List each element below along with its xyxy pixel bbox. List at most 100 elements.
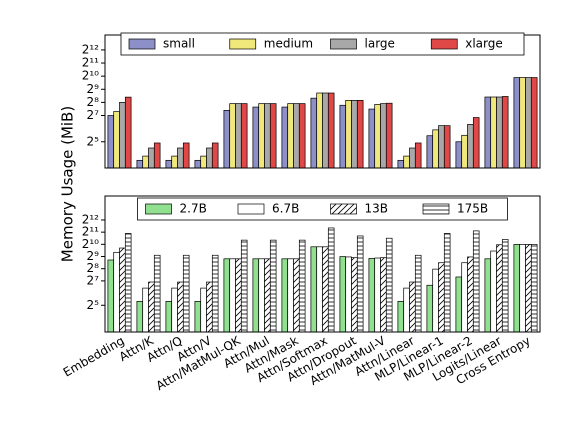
y-axis-label: Memory Usage (MiB) [59,106,77,262]
bar [414,254,422,333]
bar [461,134,468,169]
bar [374,257,381,333]
bar [269,103,277,169]
bar [322,246,329,333]
bar [513,244,521,333]
bar [322,92,329,169]
legend-box [137,197,508,221]
legend-swatch [330,203,357,215]
bar [229,258,236,333]
bar [467,256,474,333]
bar [113,251,120,333]
bar [356,235,364,333]
bar [339,256,347,333]
bar [443,125,451,169]
bar [461,262,468,333]
bar [490,96,497,169]
legend-swatch [229,38,257,50]
bar [229,103,236,169]
bar [310,246,318,333]
bar [490,250,497,333]
bar [252,106,260,169]
bar [252,258,260,333]
bar [368,258,376,333]
y-tick-label: 2⁵ [87,134,100,148]
bar [165,159,173,169]
bar [438,125,445,169]
bar [351,257,358,333]
bar [432,129,439,169]
bar [107,259,115,333]
bar [223,258,231,333]
bar [298,239,306,333]
bar [171,287,178,333]
bar [385,102,393,169]
bar [409,147,416,169]
bar [200,287,207,333]
bar [530,77,538,169]
bar [426,135,434,169]
bar [124,96,132,169]
legend-swatch [145,203,172,215]
bar [107,115,115,169]
bar [153,254,161,333]
bar [258,258,265,333]
bar [281,258,289,333]
bar [525,77,532,169]
bar [177,147,184,169]
bar [165,301,173,333]
bar [269,239,277,333]
bar [403,287,410,333]
bar [519,244,526,333]
bar [345,100,352,169]
bar [240,103,248,169]
bar [525,244,532,333]
bar [264,258,271,333]
bar [443,233,451,333]
bar [200,155,207,169]
y-tick-label: 2⁵ [87,298,100,312]
bar [119,247,126,333]
legend-label: small [163,37,195,51]
bar [148,281,155,333]
bar [206,147,213,169]
bar [194,301,202,333]
bar [368,108,376,169]
bar [223,110,231,169]
y-tick-label: 2⁸ [87,95,100,109]
plot-frame [104,195,541,333]
bar [258,103,265,169]
legend-label: xlarge [465,37,503,51]
bar [124,233,132,333]
bar [426,284,434,333]
bar [287,258,294,333]
y-tick-label: 2¹⁰ [82,69,99,83]
bar [403,155,410,169]
bar [519,77,526,169]
bar [455,276,463,333]
legend-label: medium [264,37,313,51]
y-tick-label: 2⁸ [87,261,100,275]
bar [119,102,126,169]
bar [339,104,347,169]
bar [530,244,538,333]
bar [298,103,306,169]
bar [484,96,492,169]
legend-swatch [430,38,458,50]
bar [310,97,318,169]
bar [287,103,294,169]
bar [281,106,289,169]
bar [380,257,387,333]
y-tick-label: 2¹¹ [82,56,99,70]
bar [142,287,149,333]
bar [206,281,213,333]
bar [316,92,323,169]
bar [235,258,242,333]
bar [351,100,358,169]
y-tick-label: 2¹² [82,212,99,226]
y-tick-label: 2⁷ [87,108,100,122]
bar [211,254,219,333]
bar [513,77,521,169]
bar [397,159,405,169]
